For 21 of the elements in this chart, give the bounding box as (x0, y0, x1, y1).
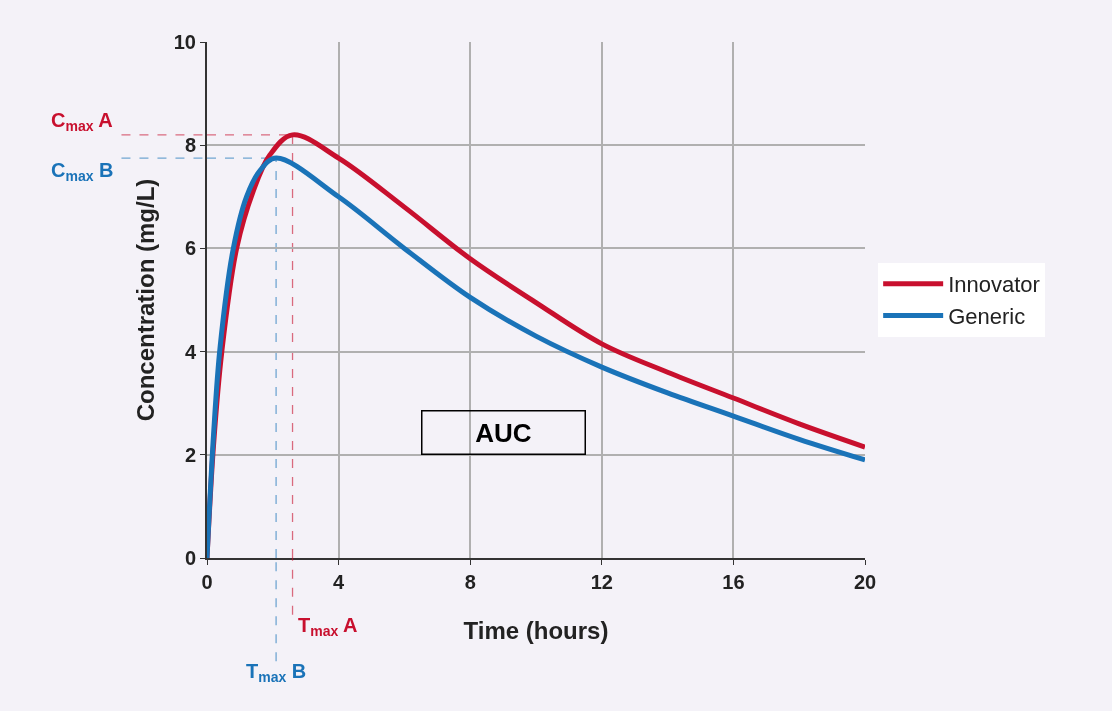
x-tick-label: 12 (590, 571, 613, 593)
y-tick-label: 4 (184, 340, 197, 363)
y-tick-label: 2 (184, 443, 196, 466)
legend-label: Generic (948, 303, 1026, 329)
y-tick-label: 6 (184, 237, 196, 260)
x-tick-label: 20 (853, 571, 877, 593)
y-tick-label: 8 (184, 134, 196, 157)
annotation: AUC (475, 417, 532, 448)
x-tick-label: 0 (201, 571, 213, 593)
y-tick-label: 10 (173, 31, 196, 53)
y-axis-title: Concentration (mg/L) (132, 178, 160, 422)
y-tick-label: 0 (184, 547, 196, 569)
legend-label: Innovator (948, 272, 1040, 298)
x-axis-title: Time (hours) (463, 616, 609, 644)
ref-line-label: C$_{max}$ B (51, 159, 114, 185)
x-tick-label: 16 (722, 571, 745, 593)
x-tick-label: 8 (464, 571, 476, 593)
ref-line-label: C$_{max}$ A (51, 109, 113, 135)
x-tick-label: 4 (333, 571, 346, 593)
ref-line-label: T$_{max}$ A (298, 614, 358, 640)
ref-line-label: T$_{max}$ B (246, 660, 307, 686)
